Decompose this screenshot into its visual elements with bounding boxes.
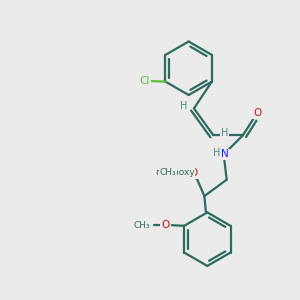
- Text: H: H: [180, 101, 187, 111]
- Text: Cl: Cl: [140, 76, 150, 86]
- Text: O: O: [253, 108, 261, 118]
- Text: H: H: [213, 148, 220, 158]
- Text: N: N: [221, 149, 229, 160]
- Text: O: O: [161, 220, 169, 230]
- Text: O: O: [190, 168, 198, 178]
- Text: H: H: [221, 128, 228, 138]
- Text: methoxy: methoxy: [155, 168, 194, 177]
- Text: CH₃: CH₃: [134, 221, 150, 230]
- Text: CH₃: CH₃: [160, 168, 176, 177]
